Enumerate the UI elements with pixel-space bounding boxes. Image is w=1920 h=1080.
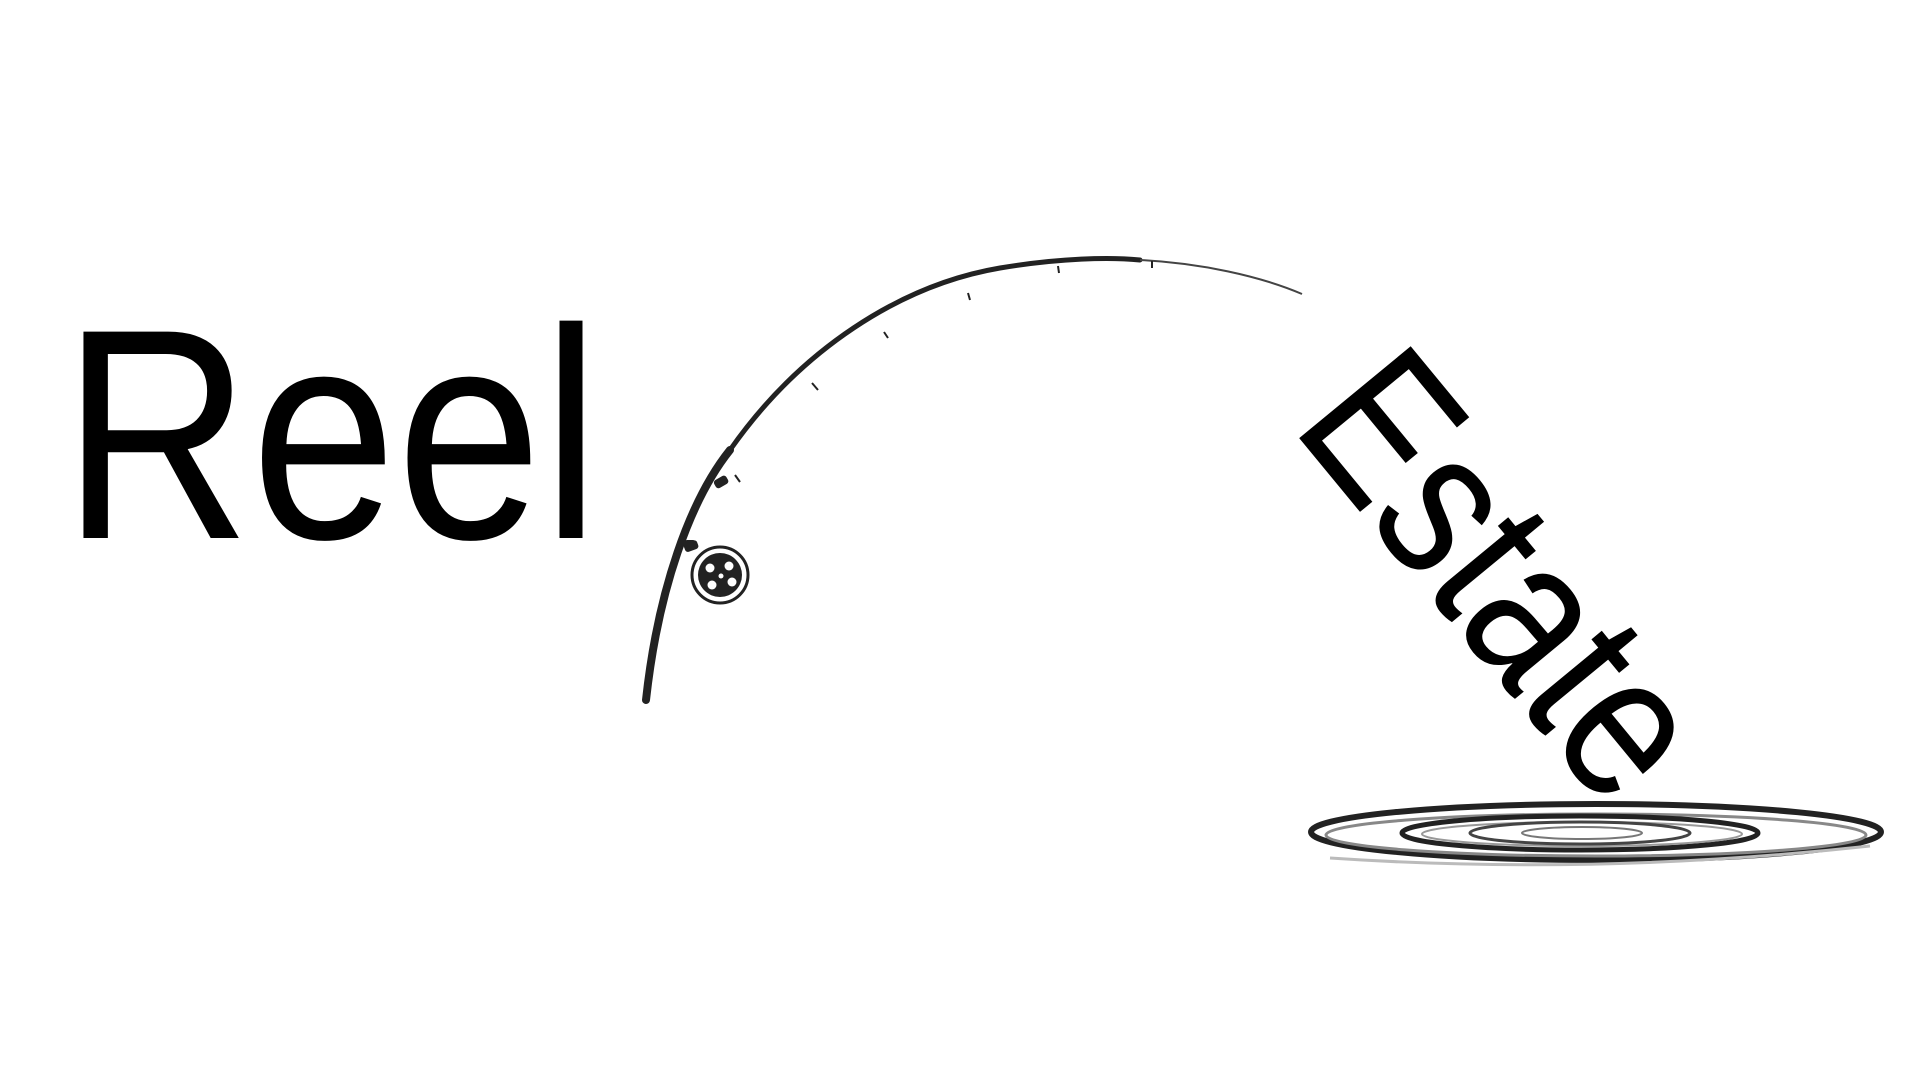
rod-mid [727, 256, 1143, 453]
rod-tip [1139, 259, 1303, 295]
fishing-rod [642, 256, 1303, 704]
reel [690, 545, 750, 605]
water-ripple [1304, 798, 1888, 867]
logo-word-reel: Reel [62, 266, 600, 602]
rod-handle [642, 446, 734, 704]
rod-guides [734, 261, 1153, 483]
rod-grip-ring [713, 475, 729, 489]
rod-grip-ring [683, 540, 699, 552]
